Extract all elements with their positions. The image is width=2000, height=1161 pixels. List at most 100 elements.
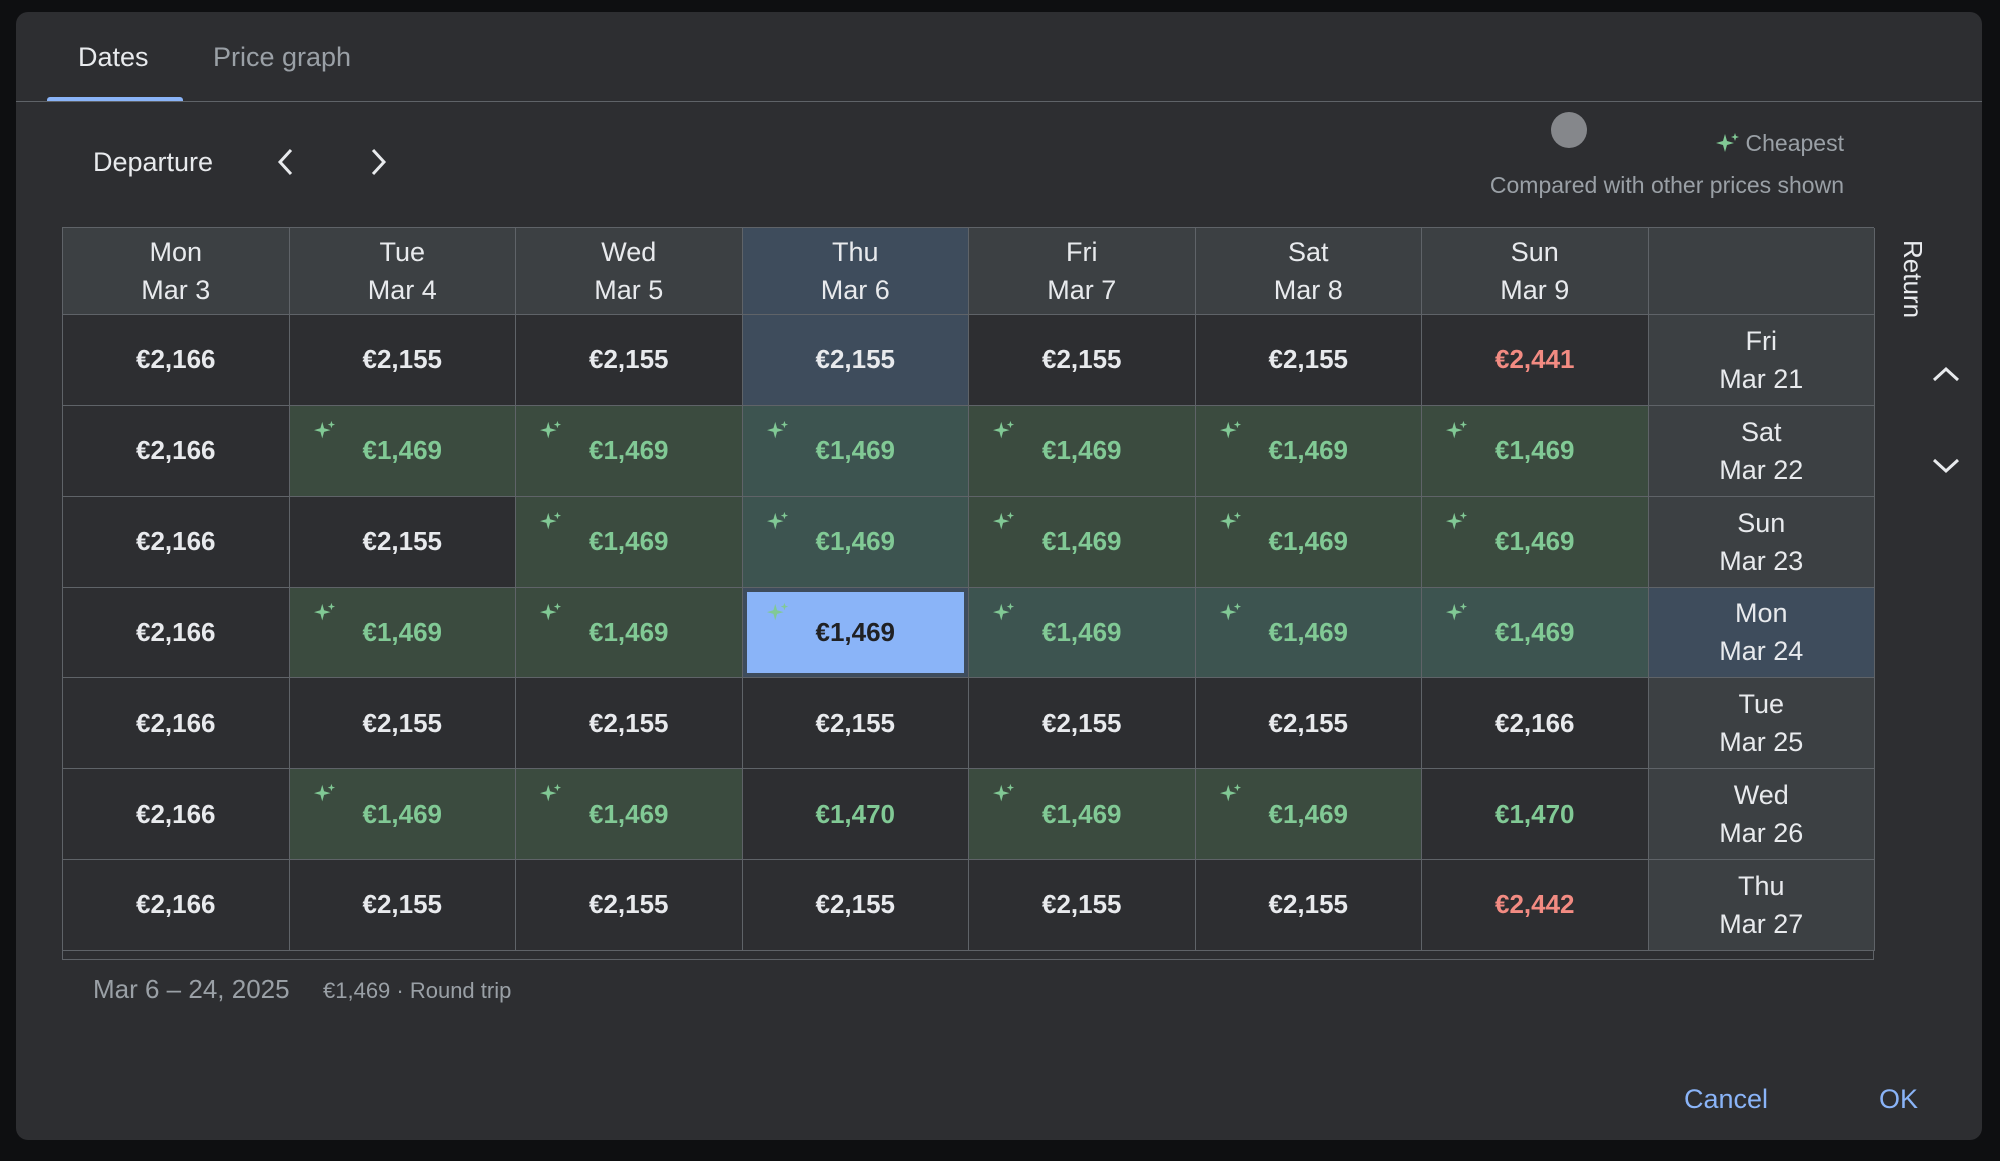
price-cell[interactable]: €2,166 bbox=[63, 496, 290, 588]
price-cell[interactable]: €2,155 bbox=[289, 315, 516, 406]
tab-dates[interactable]: Dates bbox=[78, 42, 149, 72]
row-date: Mar 22 bbox=[1719, 454, 1804, 485]
price-cell[interactable]: €2,442 bbox=[1422, 860, 1649, 951]
price-cell[interactable]: €1,469 bbox=[516, 496, 743, 588]
price-cell[interactable]: €1,469 bbox=[289, 587, 516, 679]
previous-return-week-button[interactable] bbox=[1926, 354, 1966, 394]
price-cell[interactable]: €2,155 bbox=[969, 315, 1196, 406]
price-cell[interactable]: €2,166 bbox=[63, 769, 290, 861]
price-cell[interactable]: €1,469 bbox=[1422, 587, 1649, 679]
price-cell[interactable]: €2,155 bbox=[969, 860, 1196, 951]
price-cell[interactable]: €2,155 bbox=[516, 678, 743, 770]
sparkle-icon bbox=[540, 511, 562, 530]
price-value: €2,166 bbox=[135, 344, 216, 375]
price-grid: Mon Mar 3 Tue Mar 4 Wed Mar 5 Thu Mar 6 Fri Mar 7… bbox=[62, 227, 1875, 960]
price-cell[interactable]: €2,155 bbox=[1195, 678, 1422, 770]
price-value: €1,469 bbox=[815, 616, 896, 647]
next-return-week-button[interactable] bbox=[1926, 446, 1966, 486]
price-cell[interactable]: €2,155 bbox=[1195, 860, 1422, 951]
price-cell[interactable]: €2,441 bbox=[1422, 315, 1649, 406]
column-date: Mar 3 bbox=[141, 275, 211, 305]
price-cell[interactable]: €1,469 bbox=[1195, 496, 1422, 588]
price-cell[interactable]: €2,166 bbox=[63, 860, 290, 951]
column-date: Mar 8 bbox=[1273, 275, 1343, 305]
ok-button[interactable]: OK bbox=[1879, 1084, 1919, 1114]
price-cell[interactable]: €1,469 bbox=[742, 496, 969, 588]
price-value: €1,469 bbox=[1494, 526, 1575, 557]
price-value: €2,155 bbox=[588, 889, 669, 920]
row-date: Mar 26 bbox=[1719, 818, 1804, 849]
price-cell[interactable]: €1,469 bbox=[516, 769, 743, 861]
price-value: €1,469 bbox=[1268, 526, 1349, 557]
price-cell[interactable]: €2,155 bbox=[516, 860, 743, 951]
price-cell[interactable]: €1,469 bbox=[516, 587, 743, 679]
price-value: €2,155 bbox=[1041, 889, 1122, 920]
price-value: €2,155 bbox=[588, 344, 669, 375]
chevron-right-icon bbox=[371, 148, 387, 176]
sparkle-icon bbox=[1219, 602, 1241, 620]
price-cell[interactable]: €2,166 bbox=[63, 678, 290, 770]
price-cell[interactable]: €2,166 bbox=[63, 405, 290, 497]
price-cell[interactable]: €2,166 bbox=[63, 587, 290, 679]
row-day: Sun bbox=[1737, 507, 1786, 538]
price-cell[interactable]: €1,469 bbox=[742, 405, 969, 497]
price-value: €2,155 bbox=[1268, 889, 1349, 920]
price-value: €2,441 bbox=[1494, 344, 1575, 375]
price-cell[interactable]: €1,469 bbox=[516, 405, 743, 497]
price-cell[interactable]: €1,469 bbox=[1422, 405, 1649, 497]
price-cell[interactable]: €1,469 bbox=[969, 405, 1196, 497]
sparkle-icon bbox=[1446, 420, 1468, 439]
selected-dates: Mar 6 – 24, 2025 bbox=[93, 974, 290, 1004]
price-cell[interactable]: €2,155 bbox=[289, 496, 516, 588]
cancel-button[interactable]: Cancel bbox=[1684, 1084, 1769, 1114]
row-date: Mar 27 bbox=[1719, 908, 1804, 939]
price-cell[interactable]: €1,469 bbox=[1195, 405, 1422, 497]
price-cell[interactable]: €2,155 bbox=[289, 860, 516, 951]
price-cell[interactable]: €1,470 bbox=[742, 769, 969, 861]
price-cell[interactable]: €1,469 bbox=[742, 587, 969, 679]
price-cell[interactable]: €1,469 bbox=[289, 769, 516, 861]
price-cell[interactable]: €1,469 bbox=[969, 496, 1196, 588]
price-cell[interactable]: €2,155 bbox=[742, 860, 969, 951]
return-date-header: Sat Mar 22 bbox=[1648, 405, 1875, 497]
price-cell[interactable]: €2,166 bbox=[1422, 678, 1649, 770]
price-cell[interactable]: €2,155 bbox=[742, 315, 969, 406]
price-cell[interactable]: €2,155 bbox=[742, 678, 969, 770]
price-value: €1,469 bbox=[1494, 435, 1575, 466]
price-value: €2,155 bbox=[362, 526, 443, 557]
price-cell[interactable]: €2,155 bbox=[969, 678, 1196, 770]
price-cell[interactable]: €1,469 bbox=[969, 587, 1196, 679]
column-date: Mar 4 bbox=[367, 275, 437, 305]
price-value: €2,155 bbox=[362, 707, 443, 738]
tab-price-graph[interactable]: Price graph bbox=[213, 42, 352, 72]
date-grid-dialog: Dates Price graph Departure Cheapest Com… bbox=[16, 12, 1982, 1140]
price-cell[interactable]: €2,155 bbox=[516, 315, 743, 406]
sparkle-icon bbox=[766, 420, 788, 439]
price-cell[interactable]: €1,469 bbox=[1195, 769, 1422, 861]
column-header: Fri Mar 7 bbox=[969, 228, 1196, 315]
price-cell[interactable]: €1,469 bbox=[969, 769, 1196, 861]
row-date: Mar 21 bbox=[1719, 363, 1804, 394]
price-cell[interactable]: €2,166 bbox=[63, 315, 290, 406]
price-cell[interactable]: €2,155 bbox=[289, 678, 516, 770]
price-cell[interactable]: €1,469 bbox=[1195, 587, 1422, 679]
selected-price: €1,469 · Round trip bbox=[323, 978, 512, 1003]
column-header: Sat Mar 8 bbox=[1195, 228, 1422, 315]
cheapest-legend: Cheapest bbox=[1715, 130, 1844, 157]
price-value: €2,166 bbox=[135, 889, 216, 920]
price-value: €1,470 bbox=[1494, 798, 1575, 829]
column-date: Mar 6 bbox=[820, 275, 890, 305]
price-value: €1,469 bbox=[1268, 616, 1349, 647]
price-value: €2,166 bbox=[135, 707, 216, 738]
price-cell[interactable]: €1,469 bbox=[289, 405, 516, 497]
price-cell[interactable]: €2,155 bbox=[1195, 315, 1422, 406]
price-value: €2,155 bbox=[1041, 344, 1122, 375]
return-label: Return bbox=[1898, 240, 1928, 319]
previous-week-button[interactable] bbox=[266, 142, 306, 182]
price-cell[interactable]: €1,469 bbox=[1422, 496, 1649, 588]
row-day: Thu bbox=[1737, 870, 1785, 901]
column-date: Mar 5 bbox=[594, 275, 664, 305]
next-week-button[interactable] bbox=[358, 142, 398, 182]
price-cell[interactable]: €1,470 bbox=[1422, 769, 1649, 861]
column-header: Mon Mar 3 bbox=[63, 228, 290, 315]
